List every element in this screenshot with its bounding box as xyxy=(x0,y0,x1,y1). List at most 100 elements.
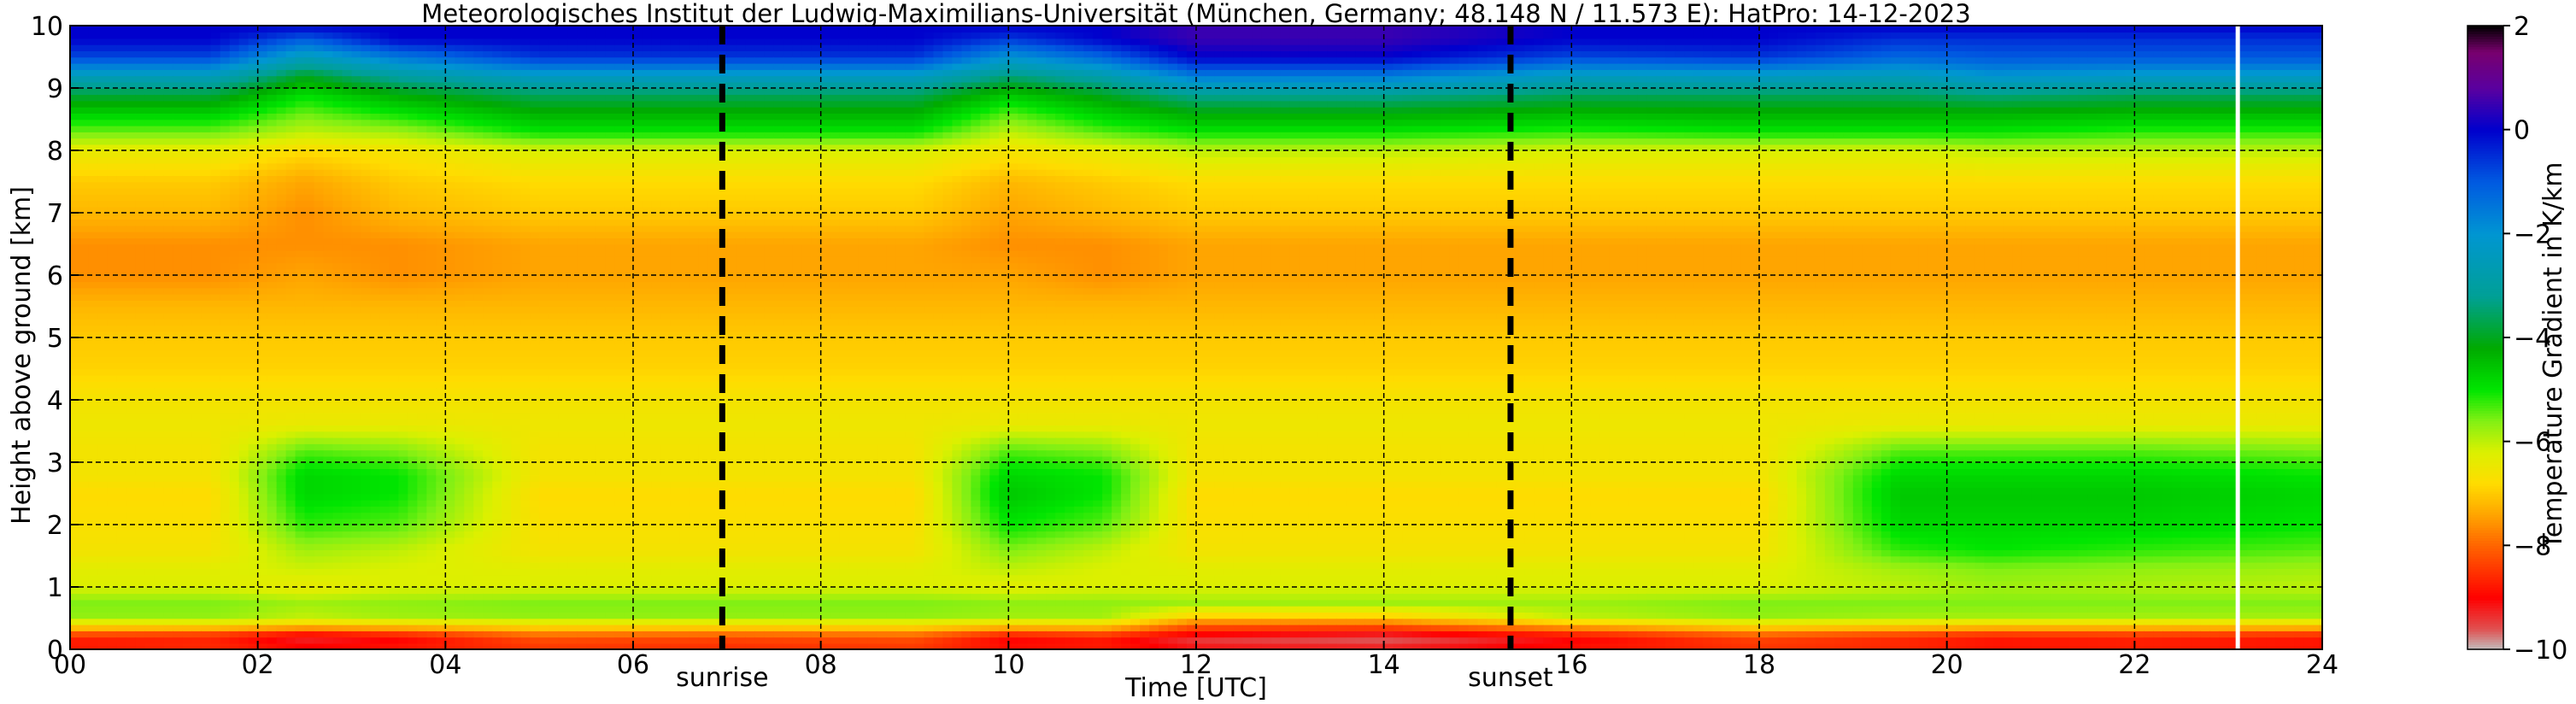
heatmap-cell xyxy=(352,200,362,207)
heatmap-cell xyxy=(286,120,296,126)
heatmap-cell xyxy=(173,512,184,519)
heatmap-cell xyxy=(352,69,362,76)
heatmap-cell xyxy=(267,88,278,95)
heatmap-cell xyxy=(492,500,502,507)
heatmap-cell xyxy=(286,506,296,513)
heatmap-cell xyxy=(492,425,502,431)
heatmap-cell xyxy=(530,325,540,331)
heatmap-cell xyxy=(249,294,259,301)
heatmap-cell xyxy=(296,512,306,519)
heatmap-cell xyxy=(483,175,493,182)
heatmap-cell xyxy=(445,574,455,581)
heatmap-cell xyxy=(173,375,184,382)
heatmap-cell xyxy=(108,362,118,369)
heatmap-cell xyxy=(361,94,371,101)
heatmap-cell xyxy=(249,38,259,45)
heatmap-cell xyxy=(511,549,521,556)
heatmap-cell xyxy=(314,350,325,357)
heatmap-cell xyxy=(492,288,502,295)
heatmap-cell xyxy=(379,244,390,251)
heatmap-cell xyxy=(379,619,390,625)
heatmap-cell xyxy=(370,44,380,51)
heatmap-cell xyxy=(520,213,531,220)
heatmap-cell xyxy=(117,57,127,64)
heatmap-cell xyxy=(483,57,493,64)
heatmap-cell xyxy=(445,631,455,637)
heatmap-cell xyxy=(398,262,408,269)
heatmap-cell xyxy=(426,475,437,482)
heatmap-cell xyxy=(286,38,296,45)
heatmap-cell xyxy=(70,101,80,108)
heatmap-cell xyxy=(352,107,362,114)
heatmap-cell xyxy=(379,200,390,207)
heatmap-cell xyxy=(155,169,165,176)
heatmap-cell xyxy=(145,281,155,288)
heatmap-cell xyxy=(296,63,306,70)
heatmap-cell xyxy=(211,400,221,407)
heatmap-cell xyxy=(426,313,437,320)
heatmap-cell xyxy=(277,343,287,350)
heatmap-cell xyxy=(464,57,474,64)
heatmap-cell xyxy=(136,437,146,444)
heatmap-cell xyxy=(145,449,155,456)
heatmap-cell xyxy=(220,275,231,282)
heatmap-cell xyxy=(379,543,390,550)
heatmap-cell xyxy=(108,57,118,64)
heatmap-cell xyxy=(361,126,371,132)
heatmap-cell xyxy=(183,606,193,613)
heatmap-cell xyxy=(70,587,80,594)
heatmap-cell xyxy=(343,262,353,269)
heatmap-cell xyxy=(530,169,540,176)
heatmap-cell xyxy=(267,113,278,120)
heatmap-cell xyxy=(502,300,512,307)
heatmap-cell xyxy=(333,419,343,425)
heatmap-cell xyxy=(379,512,390,519)
heatmap-cell xyxy=(314,443,325,450)
heatmap-cell xyxy=(220,475,231,482)
heatmap-cell xyxy=(202,94,212,101)
heatmap-cell xyxy=(220,431,231,438)
heatmap-cell xyxy=(389,107,399,114)
heatmap-cell xyxy=(173,425,184,431)
heatmap-cell xyxy=(492,369,502,376)
heatmap-cell xyxy=(352,549,362,556)
heatmap-cell xyxy=(464,175,474,182)
heatmap-cell xyxy=(361,138,371,144)
heatmap-cell xyxy=(79,337,90,344)
heatmap-cell xyxy=(192,313,202,320)
heatmap-cell xyxy=(155,32,165,38)
heatmap-cell xyxy=(155,562,165,569)
heatmap-cell xyxy=(164,244,174,251)
heatmap-cell xyxy=(333,213,343,220)
heatmap-cell xyxy=(192,381,202,388)
heatmap-cell xyxy=(445,213,455,220)
heatmap-cell xyxy=(155,319,165,326)
heatmap-cell xyxy=(296,294,306,301)
heatmap-cell xyxy=(249,506,259,513)
heatmap-cell xyxy=(417,406,427,413)
heatmap-cell xyxy=(398,238,408,244)
heatmap-cell xyxy=(211,38,221,45)
heatmap-cell xyxy=(155,625,165,631)
heatmap-cell xyxy=(520,69,531,76)
heatmap-cell xyxy=(352,288,362,295)
heatmap-cell xyxy=(333,637,343,643)
heatmap-cell xyxy=(220,150,231,157)
heatmap-cell xyxy=(164,132,174,138)
heatmap-cell xyxy=(305,107,315,114)
heatmap-cell xyxy=(455,132,465,138)
heatmap-cell xyxy=(155,288,165,295)
heatmap-cell xyxy=(361,413,371,419)
heatmap-cell xyxy=(70,381,80,388)
heatmap-cell xyxy=(436,543,446,550)
heatmap-cell xyxy=(408,69,418,76)
heatmap-cell xyxy=(389,406,399,413)
heatmap-cell xyxy=(492,126,502,132)
heatmap-cell xyxy=(79,244,90,251)
heatmap-cell xyxy=(370,69,380,76)
heatmap-cell xyxy=(183,94,193,101)
heatmap-cell xyxy=(426,232,437,238)
heatmap-cell xyxy=(389,574,399,581)
heatmap-cell xyxy=(352,425,362,431)
heatmap-cell xyxy=(108,574,118,581)
